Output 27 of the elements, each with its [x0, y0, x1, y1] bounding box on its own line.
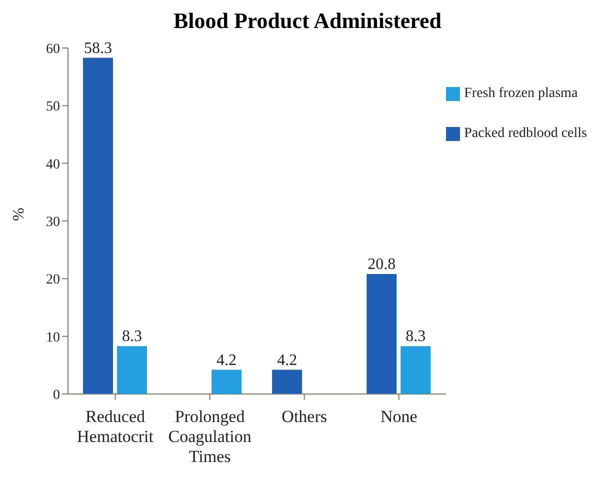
data-label: 8.3	[122, 328, 142, 346]
y-tick-label: 10	[46, 330, 60, 346]
y-tick-label: 30	[46, 214, 60, 230]
bar	[117, 346, 147, 394]
x-tick-label: Reduced Hematocrit	[77, 407, 154, 446]
data-label: 58.3	[84, 40, 112, 57]
bar	[83, 58, 113, 394]
data-label: 20.8	[368, 256, 396, 274]
y-axis-title: %	[10, 208, 28, 221]
data-label: 4.2	[216, 352, 237, 369]
chart-title: Blood Product Administered	[172, 8, 443, 34]
legend-label: Fresh frozen plasma	[464, 86, 578, 101]
y-tick-label: 50	[46, 100, 60, 115]
bar	[272, 370, 302, 394]
y-tick-label: 40	[46, 157, 60, 172]
y-tick-label: 60	[46, 42, 60, 57]
x-tick-label: Others	[282, 407, 327, 426]
x-tick-label: None	[380, 407, 418, 426]
y-tick-label: 0	[53, 388, 60, 403]
data-label: 8.3	[406, 328, 426, 346]
x-tick-label: Prolonged Coagulation Times	[168, 407, 252, 466]
bar	[400, 346, 431, 394]
legend-label: Packed redblood cells	[464, 126, 587, 141]
data-label: 4.2	[277, 352, 298, 369]
bar	[366, 274, 397, 394]
y-tick-label: 20	[46, 272, 60, 288]
bar	[212, 370, 242, 394]
